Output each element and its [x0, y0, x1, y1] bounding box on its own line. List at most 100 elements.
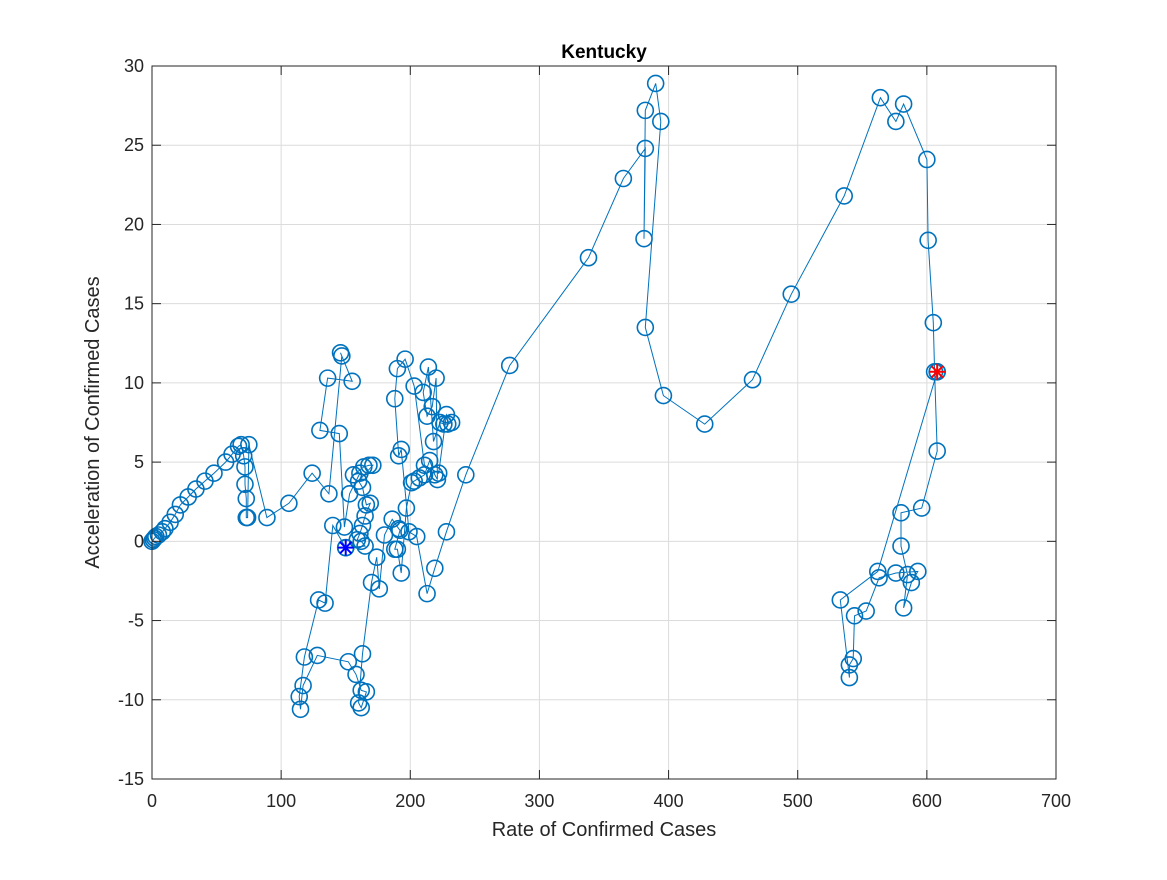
data-point	[857, 602, 875, 620]
data-point	[405, 377, 423, 395]
data-point	[388, 359, 407, 378]
data-point	[352, 532, 371, 551]
data-point	[156, 519, 174, 538]
x-tick-label: 400	[654, 791, 684, 811]
data-point	[646, 74, 665, 93]
y-tick-label: 0	[134, 531, 144, 551]
data-point	[868, 562, 887, 581]
data-point	[429, 464, 448, 483]
start-point-marker-stroke	[339, 541, 353, 555]
data-point	[232, 435, 250, 454]
data-point	[339, 652, 358, 671]
data-point	[435, 415, 453, 433]
data-point	[840, 668, 859, 687]
data-point	[391, 521, 409, 540]
data-point	[392, 440, 411, 459]
data-point	[229, 437, 248, 456]
data-point	[356, 537, 374, 555]
x-tick-label: 300	[524, 791, 554, 811]
data-point	[236, 458, 254, 476]
data-point	[919, 231, 937, 250]
data-point	[234, 446, 253, 465]
data-point	[894, 599, 913, 617]
data-point	[635, 229, 653, 248]
data-point	[918, 150, 936, 169]
data-point	[871, 88, 890, 107]
data-point	[887, 564, 905, 582]
data-point	[311, 421, 329, 440]
data-point	[343, 372, 361, 391]
data-point	[397, 499, 416, 517]
data-point	[902, 573, 921, 592]
data-point	[405, 472, 423, 490]
data-point	[898, 565, 917, 584]
data-point	[579, 248, 598, 267]
highlight-layer	[336, 362, 946, 557]
end-point-marker	[928, 362, 946, 381]
data-point	[331, 343, 350, 362]
plot-area-background	[152, 66, 1056, 779]
x-tick-label: 200	[395, 791, 425, 811]
data-point	[149, 526, 168, 544]
data-point	[375, 526, 394, 544]
data-point	[205, 464, 223, 483]
data-point	[389, 519, 408, 538]
data-point	[912, 499, 931, 517]
series-line	[151, 83, 938, 710]
axes-box	[151, 65, 1057, 780]
start-point-marker	[336, 538, 355, 557]
data-point	[166, 505, 185, 524]
data-point	[695, 415, 714, 433]
data-point	[887, 112, 905, 131]
y-axis-label: Acceleration of Confirmed Cases	[82, 276, 104, 568]
data-point	[840, 656, 859, 674]
data-point	[909, 562, 927, 581]
data-point	[428, 470, 447, 489]
data-point	[237, 489, 256, 508]
x-tick-label: 500	[783, 791, 813, 811]
data-point	[419, 358, 438, 376]
data-point	[335, 518, 354, 536]
y-tick-label: 20	[124, 214, 144, 234]
data-point	[392, 564, 411, 582]
data-point	[294, 676, 312, 695]
data-point	[424, 432, 443, 451]
data-point	[388, 540, 407, 559]
data-point	[415, 456, 434, 475]
data-point	[303, 464, 321, 483]
x-tick-label: 100	[266, 791, 296, 811]
y-tick-label: 30	[124, 56, 144, 76]
y-tick-label: -10	[118, 690, 144, 710]
data-point	[353, 645, 372, 663]
data-point	[414, 383, 433, 402]
data-point	[652, 112, 670, 131]
data-point	[743, 370, 762, 389]
data-point	[291, 700, 310, 719]
data-point	[370, 580, 389, 598]
data-point	[353, 478, 372, 497]
data-point	[845, 607, 864, 625]
data-point	[295, 648, 314, 666]
x-tick-label: 0	[147, 791, 157, 811]
data-point	[636, 318, 655, 337]
data-point	[423, 397, 442, 416]
data-point	[892, 537, 910, 555]
y-tick-label: 25	[124, 135, 144, 155]
data-point	[614, 169, 633, 188]
data-point	[238, 508, 257, 527]
data-point	[308, 646, 327, 665]
data-point	[782, 285, 801, 303]
x-tick-label: 700	[1041, 791, 1071, 811]
x-tick-label: 600	[912, 791, 942, 811]
chart-title: Kentucky	[561, 42, 647, 63]
data-point	[258, 508, 276, 527]
data-point	[654, 386, 673, 405]
data-point	[367, 548, 386, 566]
data-point	[892, 504, 910, 522]
y-tick-label: 5	[134, 452, 144, 472]
data-point	[928, 442, 946, 460]
data-point	[385, 389, 404, 408]
data-point	[835, 187, 854, 205]
data-point	[323, 516, 342, 535]
